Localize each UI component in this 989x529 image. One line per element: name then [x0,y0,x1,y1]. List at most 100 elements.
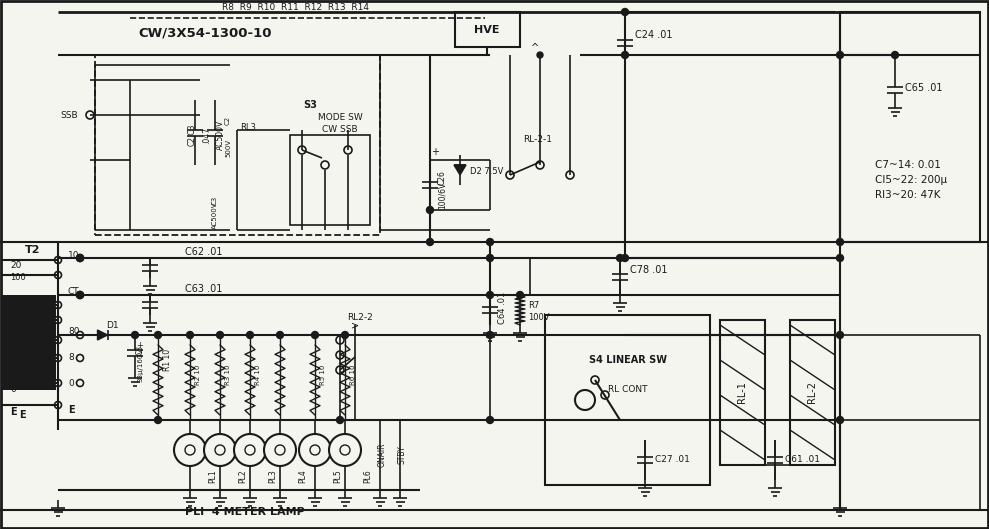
Circle shape [234,434,266,466]
Circle shape [336,416,343,424]
Circle shape [601,391,609,399]
Text: .047: .047 [203,126,212,143]
Circle shape [487,332,494,339]
Bar [790,320,835,465]
Text: RL3: RL3 [240,123,256,132]
Text: R1 10: R1 10 [163,349,172,371]
Bar [1,295,56,390]
Circle shape [154,332,161,339]
Circle shape [621,254,628,261]
Circle shape [487,416,494,424]
Polygon shape [98,330,108,340]
Text: SSB: SSB [60,111,78,120]
Text: C7~14: 0.01: C7~14: 0.01 [875,160,941,170]
Text: RL2-2: RL2-2 [347,314,373,323]
Circle shape [76,254,83,261]
Text: CT: CT [24,331,36,340]
Text: R8  R9  R10  R11  R12  R13  R14: R8 R9 R10 R11 R12 R13 R14 [222,4,369,13]
Text: Cl5~22: 200μ: Cl5~22: 200μ [875,175,947,185]
Circle shape [215,445,225,455]
Text: R3 10: R3 10 [225,365,231,385]
Circle shape [204,434,236,466]
Text: D2 7.5V: D2 7.5V [470,168,503,177]
Bar [545,315,710,485]
Text: C3: C3 [212,195,218,205]
Text: 0: 0 [10,386,16,395]
Circle shape [312,332,318,339]
Circle shape [487,239,494,245]
Circle shape [275,445,285,455]
Circle shape [575,390,595,410]
Text: R5 10: R5 10 [320,365,326,385]
Text: RL-2: RL-2 [807,381,817,403]
Circle shape [536,161,544,169]
Text: E: E [10,407,17,417]
Text: 10: 10 [68,251,79,260]
Circle shape [621,51,628,59]
Circle shape [217,332,224,339]
Circle shape [54,379,61,387]
Text: S4 LINEAR SW: S4 LINEAR SW [589,355,667,365]
Text: >: > [351,321,359,331]
Circle shape [54,271,61,278]
Text: CT: CT [68,287,80,296]
Circle shape [591,376,599,384]
Text: 0: 0 [68,379,74,388]
Bar [720,320,765,465]
Circle shape [891,51,898,59]
Text: E: E [68,405,74,415]
Circle shape [246,332,253,339]
Text: C63 .01: C63 .01 [185,284,223,294]
Circle shape [344,146,352,154]
Circle shape [321,161,329,169]
Circle shape [336,351,344,359]
Text: PL1: PL1 [208,469,217,483]
Text: 80: 80 [10,342,22,351]
Circle shape [310,445,320,455]
Circle shape [76,379,83,387]
Text: 8: 8 [68,353,74,362]
Circle shape [76,332,83,339]
Text: AC500V: AC500V [216,120,225,150]
Circle shape [54,257,61,263]
Text: C64 .01: C64 .01 [498,292,507,324]
Text: PL2: PL2 [238,469,247,483]
Text: C78 .01: C78 .01 [630,265,668,275]
Text: C62 .01: C62 .01 [185,247,223,257]
Text: PLI  4 METER LAMP: PLI 4 METER LAMP [185,507,305,517]
Circle shape [154,416,161,424]
Circle shape [329,434,361,466]
Circle shape [54,336,61,343]
Circle shape [76,354,83,361]
Circle shape [54,354,61,361]
Text: C2: C2 [225,115,231,124]
Text: HVE: HVE [475,25,499,35]
Text: C27 .01: C27 .01 [655,455,690,464]
Text: 100/6V: 100/6V [438,181,447,208]
Text: 80: 80 [68,327,79,336]
Text: AC500V: AC500V [212,201,218,229]
Circle shape [487,291,494,298]
Text: RL-2-1: RL-2-1 [523,135,553,144]
Circle shape [336,366,344,374]
Circle shape [837,254,844,261]
Text: C61 .01: C61 .01 [785,455,820,464]
Circle shape [537,52,543,58]
Text: D1: D1 [106,321,119,330]
Text: S3: S3 [303,100,316,110]
Text: CW/3X54-1300-10: CW/3X54-1300-10 [138,26,272,40]
Text: R7: R7 [528,300,539,309]
Text: R6 10: R6 10 [350,365,356,385]
Circle shape [185,445,195,455]
Text: T2: T2 [25,245,41,255]
Text: PL4: PL4 [298,469,307,483]
Polygon shape [454,165,466,175]
Text: 100: 100 [10,273,26,282]
Circle shape [506,171,514,179]
Text: +: + [431,147,439,157]
Circle shape [516,291,523,298]
Text: C2,C3: C2,C3 [188,124,197,146]
Circle shape [837,416,844,424]
Text: 20: 20 [10,306,22,315]
Circle shape [76,291,83,298]
